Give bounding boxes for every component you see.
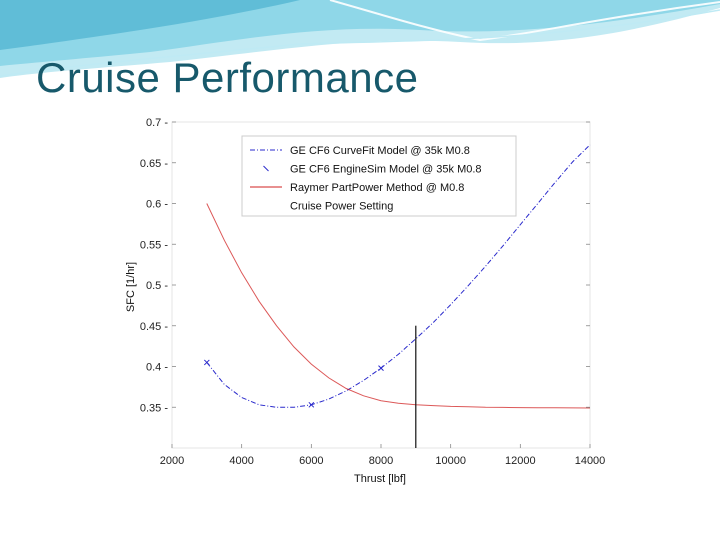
enginesim-point [203,359,210,366]
legend-box [241,135,517,217]
x-axis-label: Thrust [lbf] [354,473,406,485]
x-tick-label: 12000 [505,455,536,467]
enginesim-point [308,401,315,408]
x-tick-label: 14000 [575,455,606,467]
y-tick-label: 0.35 - [140,402,168,414]
y-tick-label: 0.65 - [140,158,168,170]
legend-entry: Raymer PartPower Method @ M0.8 [250,182,464,194]
slide-title: Cruise Performance [36,54,419,101]
x-tick-label: 8000 [369,455,393,467]
legend-label: Cruise Power Setting [290,201,393,213]
legend-label: Raymer PartPower Method @ M0.8 [290,182,464,194]
x-tick-label: 2000 [160,455,184,467]
legend: GE CF6 CurveFit Model @ 35k M0.8 GE CF6 E… [241,135,517,217]
y-axis-label: SFC [1/hr] [125,262,137,312]
y-tick-label: 0.7 - [146,117,168,129]
curvefit-line [206,144,591,408]
x-tick-label: 6000 [299,455,323,467]
y-tick-label: 0.45 - [140,321,168,333]
header-swoosh-decoration [0,0,720,78]
x-tick-label: 10000 [435,455,466,467]
y-tick-label: 0.5 - [146,280,168,292]
legend-entry: Cruise Power Setting [250,201,393,213]
x-tick-label: 4000 [229,455,253,467]
legend-entry: GE CF6 CurveFit Model @ 35k M0.8 [250,145,470,157]
y-tick-label: 0.4 - [146,362,168,374]
y-tick-label: 0.55 - [140,239,168,251]
legend-label: GE CF6 CurveFit Model @ 35k M0.8 [290,145,470,157]
y-tick-label: 0.6 - [146,199,168,211]
legend-entry: GE CF6 EngineSim Model @ 35k M0.8 [263,164,482,176]
enginesim-point [378,365,384,371]
legend-label: GE CF6 EngineSim Model @ 35k M0.8 [290,164,482,176]
raymer-line [206,203,591,409]
